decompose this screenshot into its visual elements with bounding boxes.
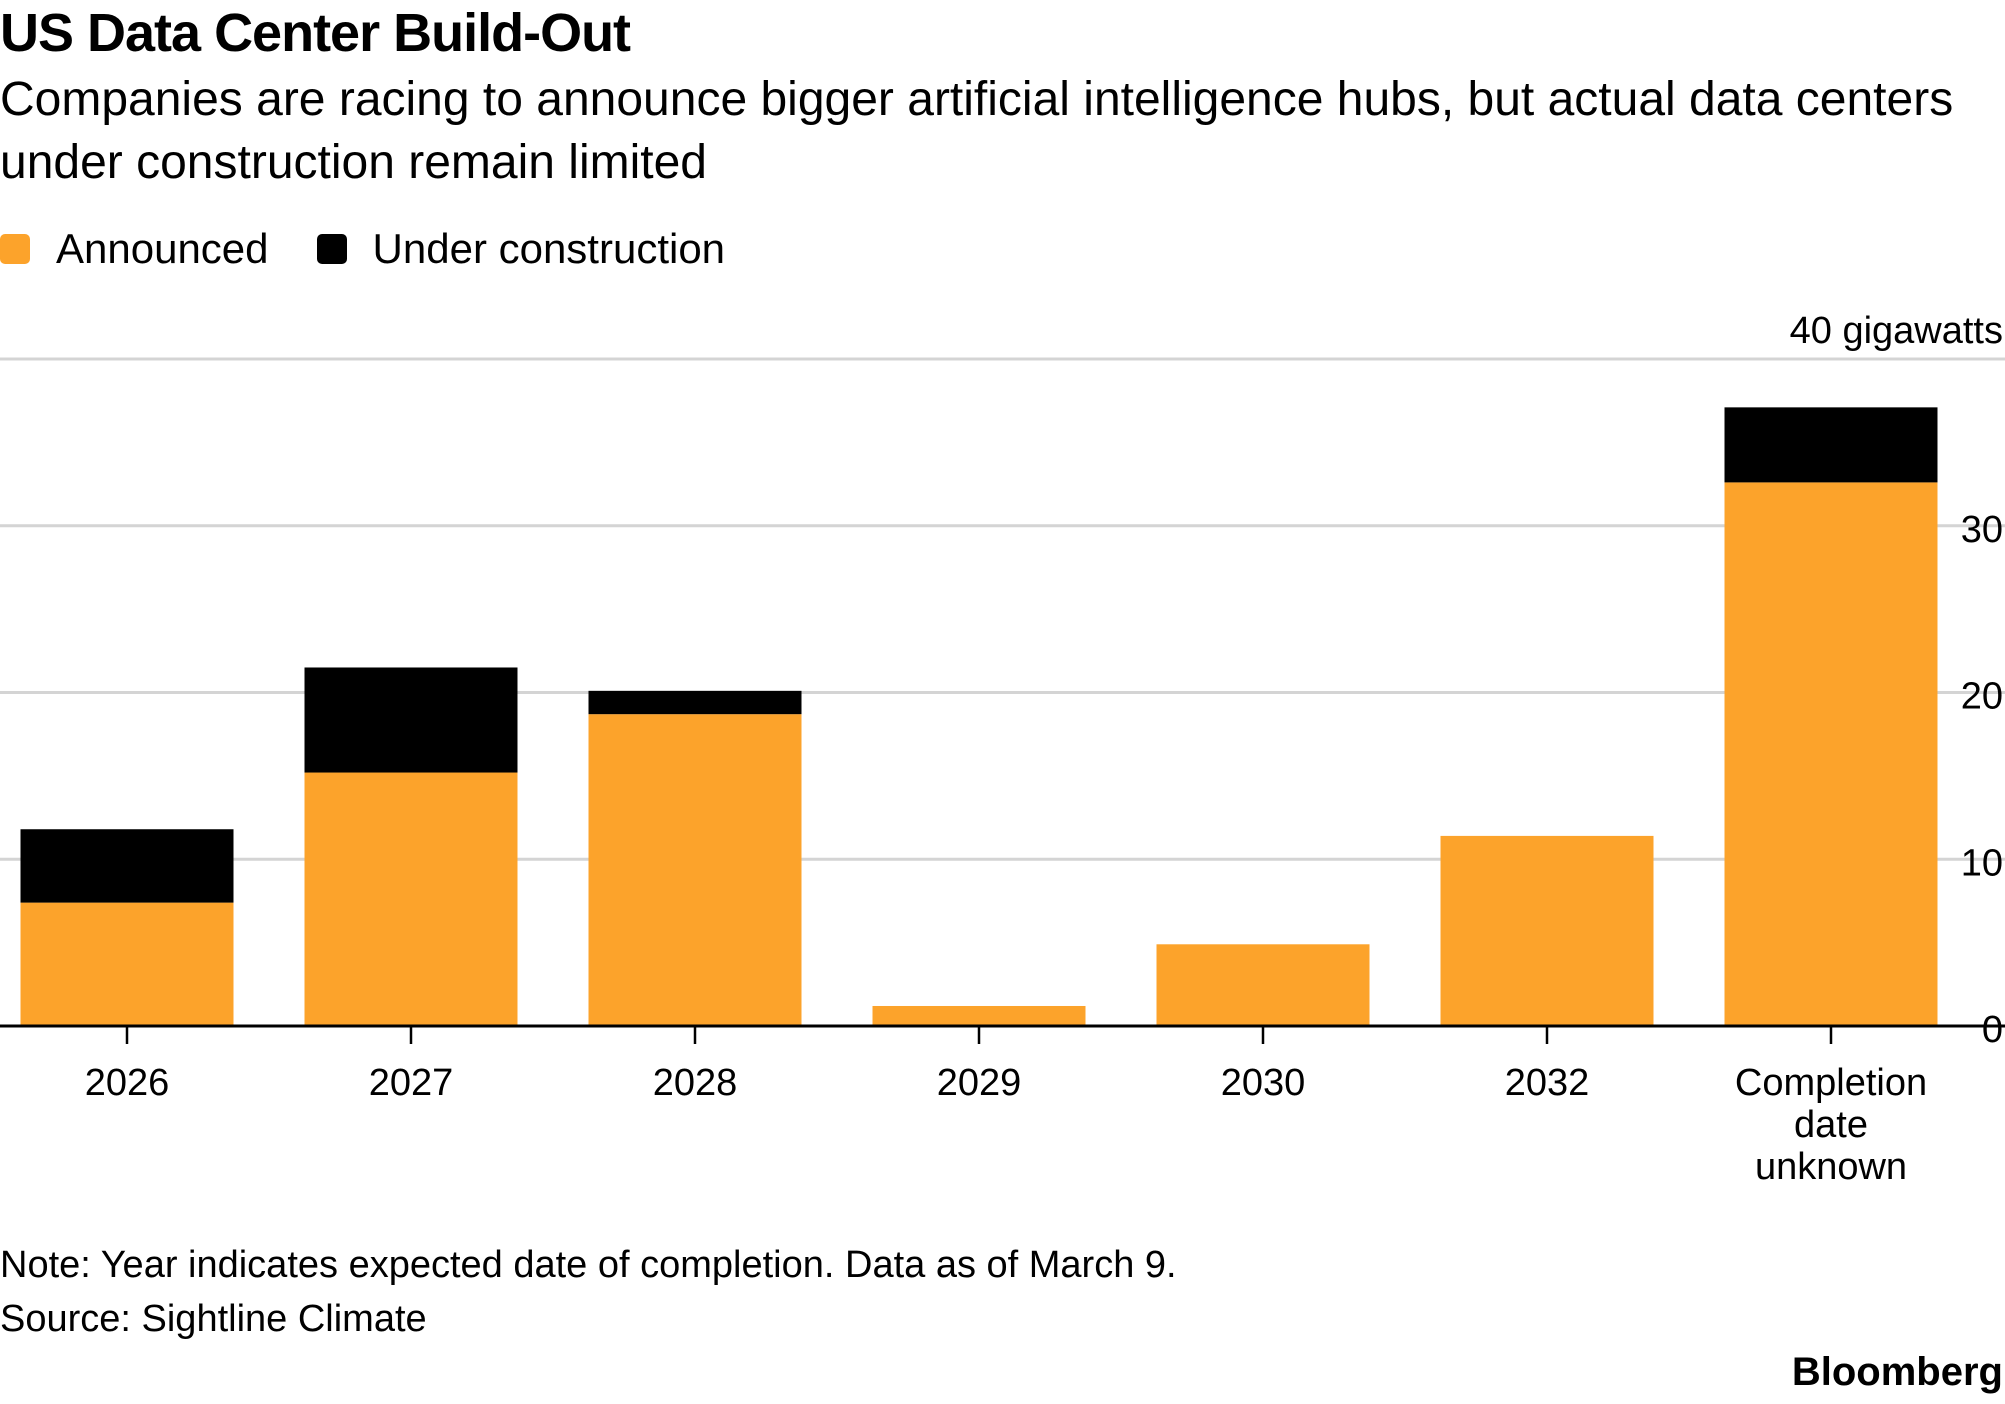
- x-tick-label-4: 2030: [1221, 1062, 1306, 1104]
- y-tick-label-30: 30: [1961, 509, 2003, 551]
- legend-item-announced: Announced: [0, 225, 269, 273]
- bar-under-construction-2: [588, 690, 802, 715]
- chart-source: Source: Sightline Climate: [0, 1298, 427, 1340]
- brand-logo: Bloomberg: [1791, 1350, 2003, 1394]
- y-tick-label-0: 0: [1982, 1009, 2003, 1051]
- bar-announced-5: [1440, 835, 1654, 1026]
- bar-announced-0: [20, 902, 234, 1026]
- bar-announced-6: [1724, 482, 1938, 1026]
- legend-swatch-announced: [0, 234, 30, 264]
- bar-under-construction-6: [1724, 407, 1938, 483]
- chart-note: Note: Year indicates expected date of co…: [0, 1244, 1177, 1286]
- chart-subtitle: Companies are racing to announce bigger …: [0, 73, 1954, 189]
- x-tick-label-6-line-0: Completion: [1735, 1062, 1927, 1104]
- chart-title: US Data Center Build-Out: [0, 3, 631, 63]
- bar-under-construction-1: [304, 667, 518, 773]
- legend-label-announced: Announced: [56, 225, 269, 272]
- legend: Announced Under construction: [0, 224, 773, 274]
- legend-label-under-construction: Under construction: [372, 225, 726, 272]
- y-tick-label-10: 10: [1961, 842, 2003, 884]
- bar-announced-3: [872, 1005, 1086, 1026]
- y-tick-label-40: 40 gigawatts: [1790, 310, 2003, 352]
- x-tick-label-0: 2026: [85, 1062, 170, 1104]
- bar-announced-1: [304, 772, 518, 1026]
- x-tick-label-6-line-1: date: [1794, 1104, 1868, 1146]
- x-tick-label-5: 2032: [1505, 1062, 1590, 1104]
- bar-announced-4: [1156, 944, 1370, 1026]
- legend-item-under-construction: Under construction: [316, 225, 726, 273]
- bar-under-construction-0: [20, 829, 234, 903]
- x-tick-label-2: 2028: [653, 1062, 738, 1104]
- bar-announced-2: [588, 714, 802, 1026]
- x-tick-label-1: 2027: [369, 1062, 454, 1104]
- x-tick-label-6-line-2: unknown: [1755, 1146, 1907, 1188]
- x-tick-label-3: 2029: [937, 1062, 1022, 1104]
- y-tick-label-20: 20: [1961, 676, 2003, 718]
- legend-swatch-under-construction: [316, 234, 347, 264]
